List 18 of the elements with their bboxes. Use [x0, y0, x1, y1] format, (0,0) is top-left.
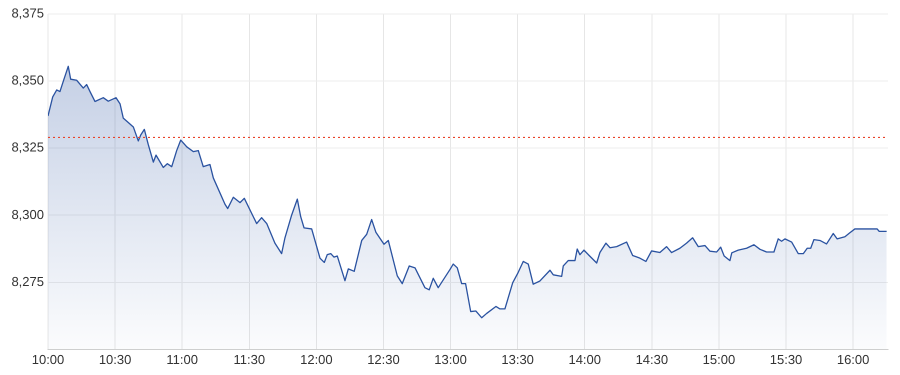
x-tick-label: 13:30: [501, 352, 534, 367]
x-tick-label: 11:30: [233, 352, 266, 367]
x-tick-label: 12:30: [367, 352, 400, 367]
x-tick-label: 11:00: [166, 352, 198, 367]
y-tick-label: 8,300: [11, 206, 44, 222]
x-tick-label: 10:00: [32, 352, 64, 367]
x-tick-label: 13:00: [434, 352, 467, 367]
x-tick-label: 15:00: [702, 352, 736, 367]
x-tick-label: 16:00: [836, 352, 870, 367]
x-tick-label: 12:00: [300, 352, 333, 367]
x-tick-label: 14:30: [636, 352, 668, 367]
y-tick-label: 8,275: [11, 274, 44, 289]
x-tick-label: 10:30: [98, 352, 132, 367]
x-tick-label: 14:00: [568, 352, 602, 367]
x-tick-label: 15:30: [770, 352, 802, 367]
y-tick-label: 8,325: [11, 140, 44, 155]
y-tick-label: 8,375: [11, 6, 44, 21]
y-tick-label: 8,350: [11, 72, 44, 88]
